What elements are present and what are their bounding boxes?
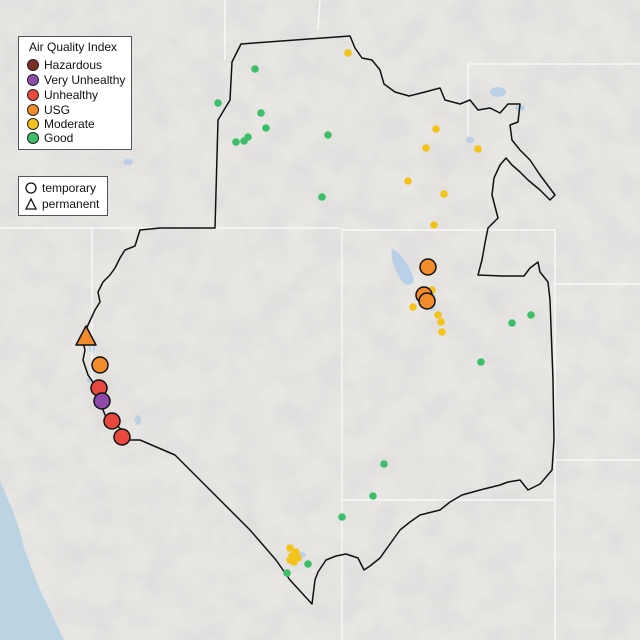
moderate-monitor-marker <box>437 318 445 326</box>
moderate-monitor-marker <box>409 303 417 311</box>
legend-swatch-usg <box>27 104 39 116</box>
moderate-monitor-marker <box>286 544 294 552</box>
legend-item-very-unhealthy: Very Unhealthy <box>27 73 125 87</box>
legend-swatch-unhealthy <box>27 89 39 101</box>
temporary-monitor-marker[interactable] <box>419 258 437 276</box>
legend-label: temporary <box>42 180 97 195</box>
circle-icon <box>25 181 37 194</box>
aqi-legend: Air Quality Index Hazardous Very Unhealt… <box>18 36 132 150</box>
moderate-monitor-marker <box>438 328 446 336</box>
temporary-monitor-marker[interactable] <box>91 356 109 374</box>
temporary-monitor-marker[interactable] <box>418 292 436 310</box>
good-monitor-marker <box>527 311 535 319</box>
legend-item-temporary: temporary <box>25 180 96 195</box>
legend-title: Air Quality Index <box>29 40 118 54</box>
good-monitor-marker <box>214 99 222 107</box>
good-monitor-marker <box>338 513 346 521</box>
good-monitor-marker <box>304 560 312 568</box>
good-monitor-marker <box>477 358 485 366</box>
legend-swatch-hazardous <box>27 59 39 71</box>
legend-label: USG <box>44 103 71 117</box>
good-monitor-marker <box>257 109 265 117</box>
legend-item-moderate: Moderate <box>27 117 95 131</box>
moderate-monitor-marker <box>474 145 482 153</box>
temporary-monitor-marker[interactable] <box>93 392 111 410</box>
legend-item-permanent: permanent <box>25 196 99 211</box>
moderate-monitor-marker <box>344 49 352 57</box>
moderate-monitor-marker <box>434 311 442 319</box>
small-markers <box>214 49 535 577</box>
good-monitor-marker <box>324 131 332 139</box>
legend-item-hazardous: Hazardous <box>27 58 102 72</box>
monitor-type-legend: temporary permanent <box>18 176 108 216</box>
good-monitor-marker <box>262 124 270 132</box>
good-monitor-marker <box>232 138 240 146</box>
triangle-icon <box>25 197 37 210</box>
permanent-monitor-marker[interactable] <box>75 325 97 346</box>
legend-item-usg: USG <box>27 103 70 117</box>
region-boundary <box>81 35 556 605</box>
legend-item-unhealthy: Unhealthy <box>27 88 98 102</box>
legend-label: Hazardous <box>44 58 103 72</box>
moderate-monitor-marker <box>432 125 440 133</box>
great-salt-lake <box>391 248 414 286</box>
good-monitor-marker <box>283 569 291 577</box>
temporary-monitor-marker[interactable] <box>113 428 131 446</box>
legend-item-good: Good <box>27 131 73 145</box>
good-monitor-marker <box>318 193 326 201</box>
legend-label: Good <box>44 131 74 145</box>
legend-swatch-very-unhealthy <box>27 74 39 86</box>
good-monitor-marker <box>380 460 388 468</box>
moderate-monitor-marker <box>286 556 294 564</box>
legend-label: Very Unhealthy <box>44 73 126 87</box>
good-monitor-marker <box>251 65 259 73</box>
moderate-monitor-marker <box>404 177 412 185</box>
good-monitor-marker <box>508 319 516 327</box>
good-monitor-marker <box>244 133 252 141</box>
legend-label: Unhealthy <box>44 88 99 102</box>
large-markers <box>75 258 437 446</box>
good-monitor-marker <box>369 492 377 500</box>
legend-swatch-good <box>27 132 39 144</box>
moderate-monitor-marker <box>422 144 430 152</box>
legend-label: Moderate <box>44 117 95 131</box>
legend-label: permanent <box>42 196 100 211</box>
moderate-monitor-marker <box>430 221 438 229</box>
pacific-ocean <box>0 480 64 640</box>
temporary-monitor-marker[interactable] <box>103 412 121 430</box>
moderate-monitor-marker <box>440 190 448 198</box>
legend-swatch-moderate <box>27 118 39 130</box>
